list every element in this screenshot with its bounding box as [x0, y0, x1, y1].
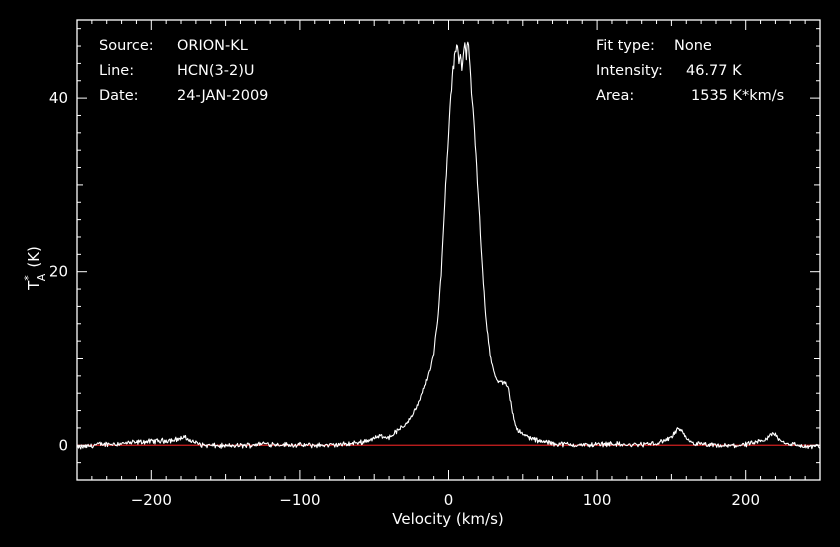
y-axis-label-sub: A [35, 273, 48, 281]
y-axis-ticks: 0 20 40 [49, 28, 820, 481]
x-axis-ticks: −200 −100 0 100 200 [76, 20, 821, 509]
info-area-key: Area: [596, 88, 634, 104]
info-date-key: Date: [99, 88, 139, 104]
info-source-key: Source: [99, 38, 154, 54]
info-intensity-key: Intensity: [596, 63, 663, 79]
spectrum-series-line [76, 41, 821, 450]
info-fit-type-key: Fit type: [596, 38, 655, 54]
info-left: Source: ORION-KL Line: HCN(3-2)U Date: 2… [99, 38, 268, 104]
y-tick-label: 20 [49, 263, 68, 281]
y-tick-label: 0 [58, 436, 68, 454]
x-tick-label: 200 [731, 491, 760, 509]
info-date-value: 24-JAN-2009 [177, 88, 268, 104]
x-tick-label: −100 [279, 491, 320, 509]
info-source-value: ORION-KL [177, 38, 248, 54]
y-tick-label: 40 [49, 89, 68, 107]
x-tick-label: −200 [131, 491, 172, 509]
y-axis-label-symbol: T [25, 280, 43, 291]
x-tick-label: 100 [583, 491, 612, 509]
y-axis-label-super: * [22, 275, 35, 281]
info-fit-type-value: None [674, 38, 712, 54]
y-axis-label-unit: (K) [25, 246, 43, 268]
info-line-value: HCN(3-2)U [177, 63, 254, 79]
info-intensity-value: 46.77 K [686, 63, 742, 79]
y-axis-label: T*A (K) [22, 246, 48, 291]
info-area-value: 1535 K*km/s [691, 88, 784, 104]
info-line-key: Line: [99, 63, 134, 79]
plot-area [76, 41, 821, 450]
x-tick-label: 0 [444, 491, 454, 509]
x-axis-label: Velocity (km/s) [392, 510, 503, 528]
svg-text:T*A(K): T*A (K) [22, 246, 48, 291]
info-right: Fit type: None Intensity: 46.77 K Area: … [596, 38, 784, 104]
